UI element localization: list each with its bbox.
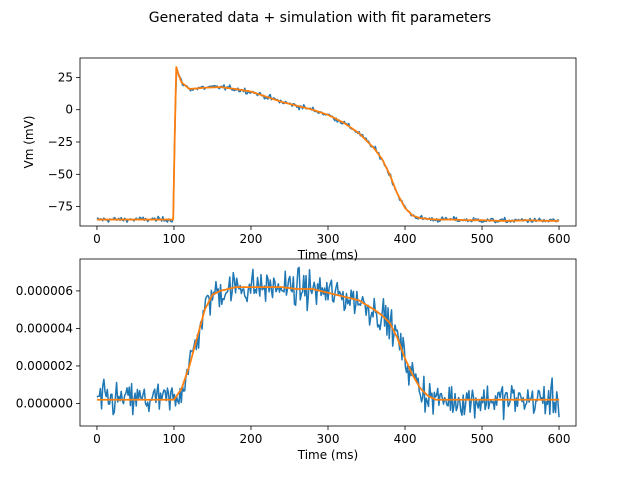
x-tick-label: 400 <box>394 232 417 246</box>
fit-simulation-line <box>96 66 560 222</box>
series-group <box>96 266 560 421</box>
x-tick-label: 100 <box>163 432 186 446</box>
x-tick-label: 0 <box>93 232 101 246</box>
x-tick-label: 300 <box>317 232 340 246</box>
figure-suptitle: Generated data + simulation with fit par… <box>149 10 491 26</box>
y-axis-label: Vm (mV) <box>22 116 36 169</box>
y-tick-label: 0.000004 <box>16 321 73 335</box>
y-tick-label: −75 <box>48 200 73 214</box>
x-tick-label: 0 <box>93 432 101 446</box>
x-tick-label: 100 <box>163 232 186 246</box>
top-voltage-plot: 0 100 200 300 400 500 600 −75 −50 −25 0 25 Time (ms)… <box>22 57 577 262</box>
y-tick-label: 0.000002 <box>16 359 73 373</box>
x-tick-label: 200 <box>240 432 263 446</box>
y-tick-label: −50 <box>48 167 73 181</box>
x-tick-label: 200 <box>240 232 263 246</box>
y-tick-label: 0.000000 <box>16 396 73 410</box>
x-tick-label: 400 <box>394 432 417 446</box>
y-tick-label: 0.000006 <box>16 284 73 298</box>
x-tick-label: 300 <box>317 432 340 446</box>
y-tick-label: 0 <box>65 103 73 117</box>
y-tick-label: 25 <box>58 70 73 84</box>
x-tick-label: 600 <box>548 232 571 246</box>
x-axis-label: Time (ms) <box>297 448 359 462</box>
bottom-current-plot: 0 100 200 300 400 500 600 0.000000 0.000002 0.000… <box>16 258 577 462</box>
series-group <box>96 66 560 224</box>
y-tick-label: −25 <box>48 135 73 149</box>
x-tick-label: 500 <box>471 232 494 246</box>
fit-simulation-line <box>96 286 560 401</box>
x-tick-label: 600 <box>548 432 571 446</box>
x-axis-label: Time (ms) <box>297 248 359 262</box>
x-tick-label: 500 <box>471 432 494 446</box>
